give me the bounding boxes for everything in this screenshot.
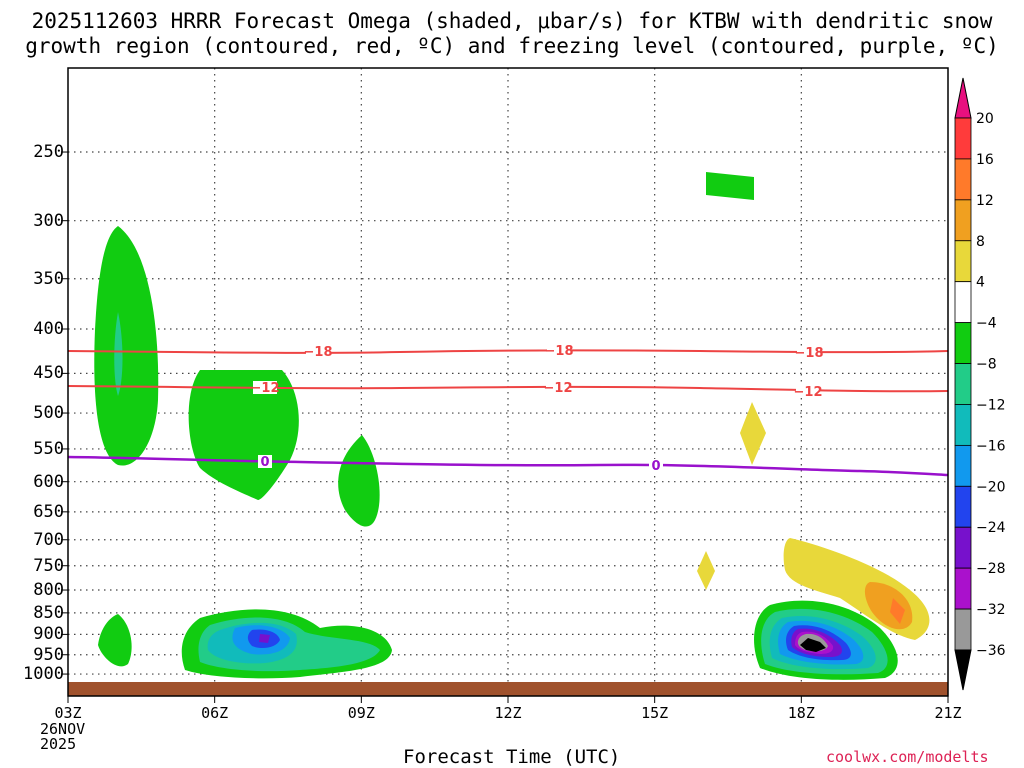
colorbar-segment: [954, 567, 972, 610]
colorbar-label: −28: [976, 561, 1006, 577]
colorbar-label: 12: [976, 193, 994, 209]
colorbar-label: 4: [976, 275, 985, 291]
y-tick-label: 850: [33, 602, 64, 623]
x-tick-label: 06Z: [201, 704, 229, 722]
colorbar-label: 16: [976, 152, 994, 168]
x-axis-date-day: 26NOV: [40, 720, 86, 738]
chart-title-line1: 2025112603 HRRR Forecast Omega (shaded, …: [31, 9, 993, 33]
contour-label-minus12: −12: [544, 381, 573, 396]
omega-region-orange: [890, 598, 905, 624]
colorbar-segment: [954, 158, 972, 201]
temperature-contours: [68, 349, 948, 477]
omega-region-purple: [259, 634, 270, 643]
contour-label-minus12: −12: [794, 385, 823, 400]
colorbar-label: −4: [976, 316, 997, 332]
colorbar-segment: [954, 526, 972, 569]
terrain-band: [68, 682, 948, 696]
omega-region-green: [338, 435, 380, 527]
colorbar-label: −24: [976, 520, 1006, 536]
colorbar-segment: [954, 322, 972, 364]
colorbar-label: 20: [976, 111, 994, 127]
colorbar-segment: [954, 199, 972, 242]
omega-region-yellow: [697, 551, 715, 590]
y-tick-label: 500: [33, 403, 64, 424]
y-tick-label: 800: [33, 580, 64, 601]
y-tick-label: 300: [33, 210, 64, 231]
contour-line-minus12: [68, 385, 948, 393]
x-tick-label: 15Z: [641, 704, 669, 722]
y-tick-label: 950: [33, 644, 64, 665]
omega-region-yellow: [740, 402, 766, 465]
colorbar-label: −12: [976, 397, 1006, 413]
x-tick-label: 18Z: [787, 704, 815, 722]
y-tick-label: 1000: [23, 664, 64, 685]
contour-label-zero: 0: [260, 455, 269, 470]
colorbar-segment: [954, 444, 972, 487]
y-tick-label: 400: [33, 319, 64, 339]
y-tick-label: 650: [33, 501, 64, 522]
x-tick-label: 03Z: [54, 704, 82, 722]
colorbar-segment: [954, 240, 972, 283]
contour-labels: −18 −18 −18 −12 −12 −12 0 0: [251, 344, 824, 474]
omega-region-green: [188, 370, 299, 500]
colorbar-bottom-arrow: [954, 649, 972, 691]
y-axis-ticks: [61, 151, 68, 675]
omega-region-green: [94, 226, 159, 466]
colorbar-segment: [954, 363, 972, 405]
colorbar-label: 8: [976, 234, 985, 250]
contour-line-minus18: [68, 349, 948, 354]
y-tick-label: 700: [33, 529, 64, 550]
contour-label-minus18: −18: [304, 345, 333, 360]
colorbar-label: −32: [976, 602, 1006, 618]
contour-label-zero: 0: [651, 459, 660, 474]
colorbar-segment: [954, 281, 972, 324]
y-tick-label: 900: [33, 624, 64, 645]
y-tick-label: 250: [33, 142, 64, 163]
colorbar-label: −8: [976, 357, 997, 373]
omega-region-black: [800, 638, 826, 652]
chart-title-line2: growth region (contoured, red, ºC) and f…: [25, 34, 999, 58]
x-tick-label: 12Z: [494, 704, 522, 722]
y-tick-label: 550: [33, 438, 64, 459]
y-tick-label: 750: [33, 555, 64, 576]
contour-line-freezing: [68, 455, 948, 477]
colorbar-segment: [954, 608, 972, 651]
colorbar-top-arrow: [954, 77, 972, 119]
colorbar-label: −36: [976, 643, 1006, 659]
x-tick-label: 21Z: [934, 704, 962, 722]
colorbar: 20 16 12 8 4 −4 −8 −12 −16 −20 −24 −28 −32 −36: [954, 77, 1006, 691]
colorbar-segment: [954, 404, 972, 446]
omega-shading: [68, 172, 948, 696]
x-tick-label: 09Z: [347, 704, 375, 722]
y-tick-label: 600: [33, 471, 64, 492]
omega-region-green: [706, 172, 754, 200]
omega-region-green: [98, 614, 132, 667]
y-tick-label: 350: [33, 268, 64, 289]
contour-label-minus18: −18: [545, 344, 574, 359]
contour-label-minus12: −12: [251, 381, 280, 396]
omega-region-teal: [114, 312, 123, 396]
colorbar-segment: [954, 117, 972, 160]
colorbar-segment: [954, 485, 972, 528]
colorbar-label: −16: [976, 438, 1006, 454]
x-axis-date-year: 2025: [40, 735, 77, 753]
y-tick-label: 450: [33, 363, 64, 384]
source-credit: coolwx.com/modelts: [826, 748, 989, 766]
x-axis-ticks: [67, 696, 949, 703]
colorbar-label: −20: [976, 479, 1006, 495]
x-axis-title: Forecast Time (UTC): [403, 746, 621, 768]
contour-label-minus18: −18: [795, 346, 824, 361]
